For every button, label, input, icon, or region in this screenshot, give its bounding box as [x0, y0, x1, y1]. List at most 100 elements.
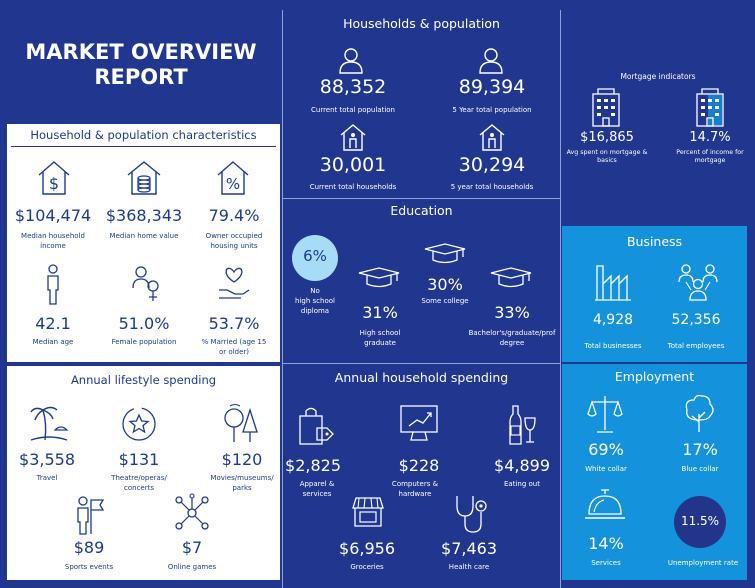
median-age-label: Median age	[32, 338, 74, 346]
mortgage-percent-value: 14.7%	[689, 130, 731, 145]
blue-collar-label: Blue collar	[681, 465, 719, 473]
lifestyle-panel: Annual lifestyle spending $3,558 Travel …	[7, 366, 280, 580]
mortgage-spent-label-1: Avg spent on mortgage &	[566, 149, 648, 156]
households-panel: Households & population 88,352 Current t…	[282, 10, 561, 198]
sports-value: $89	[73, 538, 105, 557]
business-panel: Business 4,928 Total businesses 52,356 T…	[562, 226, 747, 362]
theatre-label-2: concerts	[124, 484, 154, 492]
household-spending-panel: Annual household spending $2,825 Apparel…	[282, 363, 561, 588]
female-population-label: Female population	[111, 338, 177, 346]
white-collar-value: 69%	[588, 440, 624, 459]
svg-text:$: $	[49, 174, 59, 193]
married-label-1: % Married (age 15	[201, 338, 267, 346]
high-school-label-1: High school	[359, 329, 401, 337]
movies-label-1: Movies/museums/	[210, 474, 274, 482]
mortgage-spent-label-2: basics	[597, 157, 617, 164]
median-income-value: $104,474	[14, 206, 92, 225]
apparel-label-1: Apparel &	[299, 480, 335, 488]
median-home-label: Median home value	[109, 232, 179, 240]
current-population-value: 88,352	[319, 76, 387, 98]
bachelors-value: 33%	[494, 303, 530, 322]
median-age-value: 42.1	[35, 314, 71, 333]
service-bell-icon	[585, 489, 625, 519]
education-panel: Education 6% No high school diploma 31% …	[282, 198, 561, 363]
computers-label-1: Computers &	[391, 480, 439, 488]
median-home-value: $368,343	[105, 206, 183, 225]
white-collar-label: White collar	[585, 465, 627, 473]
report-title-line1: MARKET OVERVIEW	[25, 40, 257, 64]
theatre-label-1: Theatre/operas/	[111, 474, 167, 482]
house-person-icon	[479, 124, 505, 151]
business-header: Business	[626, 234, 683, 249]
married-label-2: or older)	[219, 348, 249, 356]
high-school-label-2: graduate	[364, 339, 396, 347]
graduation-cap-icon	[490, 267, 532, 288]
groceries-label: Groceries	[350, 563, 384, 571]
tree-icon	[685, 394, 714, 432]
married-value: 53.7%	[208, 314, 260, 333]
scales-icon	[587, 396, 623, 433]
owner-occupied-label-1: Owner occupied	[205, 232, 263, 240]
eating-out-value: $4,899	[494, 456, 550, 475]
owner-occupied-label-2: housing units	[210, 242, 258, 250]
services-value: 14%	[588, 534, 624, 553]
eating-out-label: Eating out	[504, 480, 540, 488]
online-games-label: Online games	[167, 563, 217, 571]
employees-icon	[678, 264, 718, 301]
mortgage-percent-label-2: mortgage	[694, 157, 726, 164]
mortgage-panel: Mortgage indicators $16,865 Avg spent on…	[562, 60, 755, 210]
movies-value: $120	[221, 450, 263, 469]
health-care-label: Health care	[448, 563, 490, 571]
apparel-value: $2,825	[285, 456, 341, 475]
no-high-school-value: 6%	[303, 247, 327, 265]
future-population-value: 89,394	[458, 76, 526, 98]
household-spending-header: Annual household spending	[334, 370, 509, 385]
trees-icon	[224, 403, 258, 442]
building-icon	[592, 88, 620, 127]
network-icon	[175, 493, 209, 530]
sports-flag-icon	[77, 496, 105, 535]
unemployment-value: 11.5%	[680, 514, 720, 528]
apparel-label-2: services	[302, 490, 332, 498]
median-income-label-1: Median household	[21, 232, 85, 240]
shopping-bag-icon	[299, 407, 334, 445]
female-population-value: 51.0%	[118, 314, 170, 333]
blue-collar-value: 17%	[682, 440, 718, 459]
online-games-value: $7	[181, 538, 203, 557]
no-high-school-label-1: No	[310, 287, 320, 295]
characteristics-panel: Household & population characteristics $…	[7, 124, 280, 362]
person-standing-icon	[47, 264, 59, 305]
future-population-label: 5 Year total population	[452, 106, 532, 114]
education-header: Education	[390, 203, 453, 218]
current-households-label: Current total households	[309, 183, 397, 191]
total-businesses-value: 4,928	[592, 312, 634, 328]
star-circle-icon	[122, 407, 156, 441]
total-businesses-label: Total businesses	[584, 342, 642, 350]
total-employees-label: Total employees	[667, 342, 725, 350]
travel-value: $3,558	[19, 450, 75, 469]
employment-panel: Employment 69% White collar 17% Blue col…	[562, 364, 747, 580]
unemployment-circle	[674, 496, 726, 548]
palm-beach-icon	[30, 406, 69, 441]
groceries-value: $6,956	[339, 539, 395, 558]
report-title-line2: REPORT	[94, 65, 188, 89]
future-households-value: 30,294	[458, 154, 526, 176]
factory-icon	[595, 265, 631, 301]
person-icon	[479, 48, 503, 74]
households-header: Households & population	[343, 16, 500, 31]
storefront-icon	[352, 497, 384, 527]
female-icon	[132, 266, 159, 301]
no-high-school-label-3: diploma	[300, 307, 330, 315]
no-high-school-label-2: high school	[295, 297, 335, 305]
movies-label-2: parks	[232, 484, 252, 492]
house-percent-icon: %	[217, 161, 249, 195]
house-coins-icon	[127, 161, 161, 195]
lifestyle-header: Annual lifestyle spending	[70, 373, 217, 387]
no-high-school-circle	[292, 235, 338, 281]
median-income-label-2: income	[40, 242, 66, 250]
svg-text:%: %	[226, 175, 240, 193]
travel-label: Travel	[36, 474, 58, 482]
services-label: Services	[591, 559, 621, 567]
future-households-label: 5 year total households	[450, 183, 534, 191]
characteristics-header: Household & population characteristics	[30, 128, 257, 142]
